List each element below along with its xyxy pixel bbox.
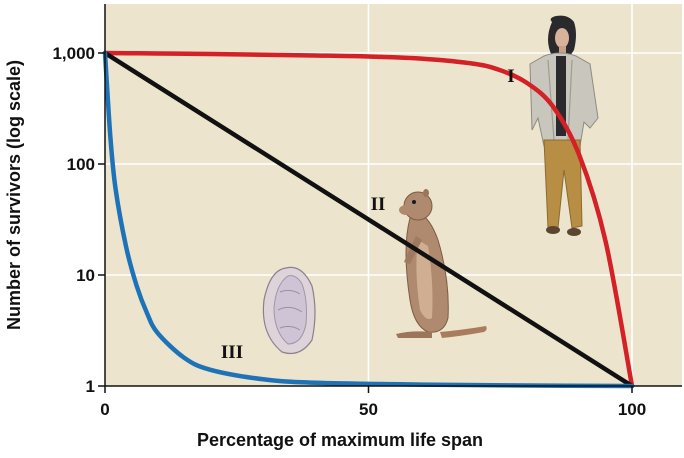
curve-label-II: II (371, 194, 386, 215)
human-figure (529, 15, 599, 236)
y-tick-label-0: 1 (86, 377, 95, 396)
y-tick-label-3: 1,000 (52, 44, 95, 63)
series-II-line (102, 50, 635, 389)
y-tick-label-2: 100 (67, 155, 95, 174)
series-I-line (102, 50, 635, 389)
series-III-line (102, 50, 635, 389)
survivorship-curves (102, 50, 635, 389)
x-axis-label: Percentage of maximum life span (197, 430, 483, 450)
axis-ticks: 1 10 100 1,000 0 50 100 (52, 44, 646, 419)
x-tick-label-2: 100 (618, 400, 646, 419)
curve-label-I: I (507, 66, 514, 87)
y-tick-label-1: 10 (76, 266, 95, 285)
curve-label-III: III (221, 342, 243, 363)
oyster-figure (262, 266, 316, 355)
x-tick-label-1: 50 (359, 400, 378, 419)
y-axis-label: Number of survivors (log scale) (4, 60, 24, 330)
x-tick-label-0: 0 (100, 400, 109, 419)
squirrel-figure (396, 189, 487, 338)
